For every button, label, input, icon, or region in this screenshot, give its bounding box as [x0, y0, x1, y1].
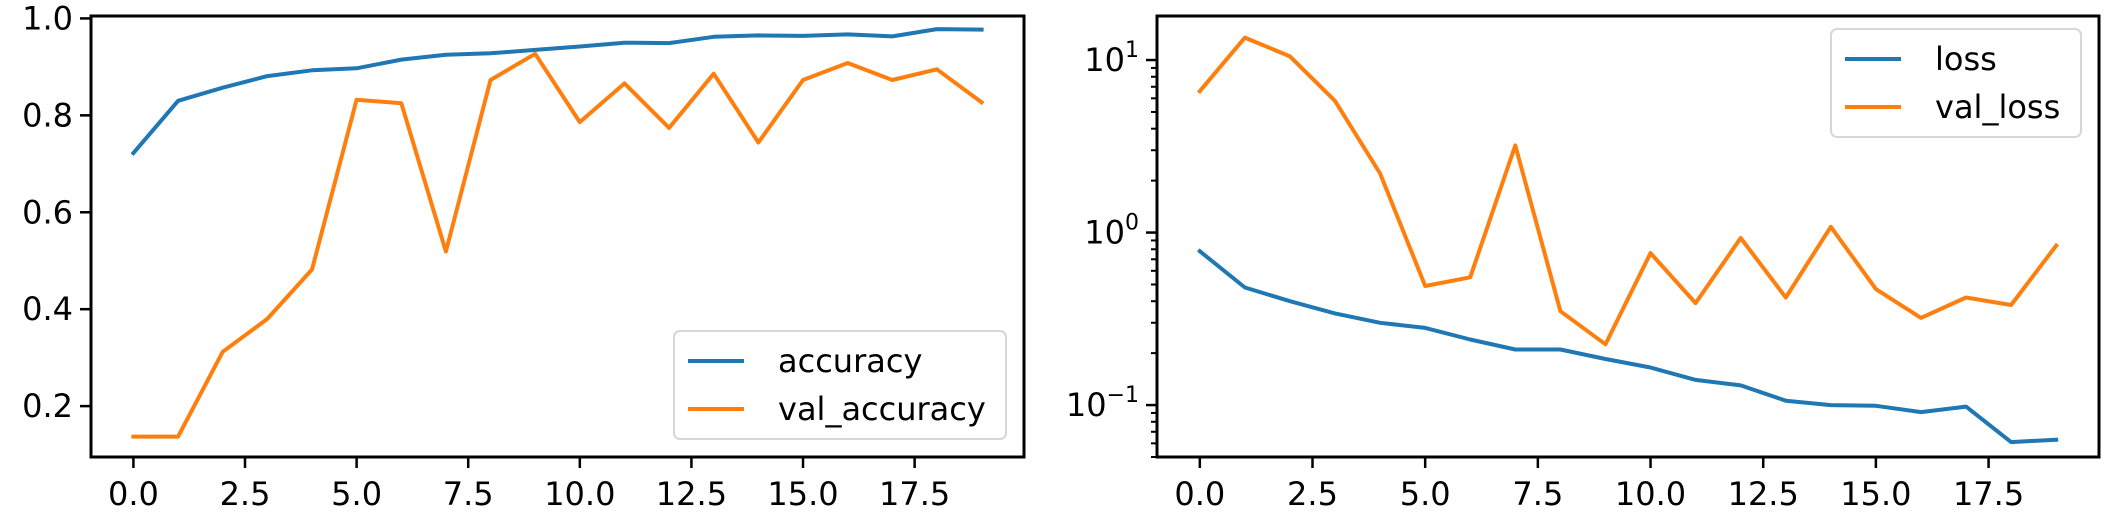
legend: accuracy val_accuracy [673, 330, 1007, 440]
accuracy-chart: 0.0 2.5 5.0 7.5 10.0 12.5 15.0 17.5 0.2 0.4 0.6 0.8… [22, 0, 1026, 513]
x-tick-label: 2.5 [220, 475, 271, 513]
legend-box [1830, 28, 2082, 138]
y-tick-label: 0.2 [22, 387, 73, 425]
y-tick-label: 0.6 [22, 193, 73, 231]
x-tick-label: 17.5 [879, 475, 950, 513]
x-tick-label: 2.5 [1287, 475, 1338, 513]
x-tick-label: 0.0 [1174, 475, 1225, 513]
x-tick-label: 10.0 [1615, 475, 1686, 513]
x-tick-label: 5.0 [1400, 475, 1451, 513]
y-tick-label: 100 [1084, 211, 1139, 252]
series-line-accuracy [130, 27, 984, 156]
x-tick-label: 7.5 [1512, 475, 1563, 513]
legend-box [673, 330, 1007, 440]
legend-label-val-loss: val_loss [1935, 88, 2060, 126]
x-tick-label: 5.0 [331, 475, 382, 513]
x-tick-label: 10.0 [544, 475, 615, 513]
legend-label-accuracy: accuracy [778, 342, 922, 380]
y-tick-label: 10−1 [1066, 383, 1139, 424]
x-tick-label: 0.0 [108, 475, 159, 513]
plot-frame [89, 14, 1026, 459]
y-tick-label: 0.8 [22, 96, 73, 134]
series-line-val-loss [1196, 35, 2060, 347]
x-tick-label: 12.5 [1728, 475, 1799, 513]
y-tick-label: 0.4 [22, 290, 73, 328]
x-tick-label: 15.0 [767, 475, 838, 513]
legend-label-loss: loss [1935, 40, 1997, 78]
x-tick-label: 15.0 [1840, 475, 1911, 513]
plot-frame [1155, 14, 2101, 459]
x-tick-label: 12.5 [656, 475, 727, 513]
series-line-loss [1196, 248, 2059, 445]
legend-label-val-accuracy: val_accuracy [778, 390, 986, 428]
series-line-val-accuracy [131, 51, 985, 439]
x-tick-label: 17.5 [1953, 475, 2024, 513]
legend: loss val_loss [1830, 28, 2082, 138]
y-tick-label: 1.0 [22, 0, 73, 37]
loss-chart: 0.0 2.5 5.0 7.5 10.0 12.5 15.0 17.5 10−1 100 101 lo… [1066, 14, 2101, 513]
x-tick-label: 7.5 [443, 475, 494, 513]
y-tick-label: 101 [1084, 38, 1139, 79]
